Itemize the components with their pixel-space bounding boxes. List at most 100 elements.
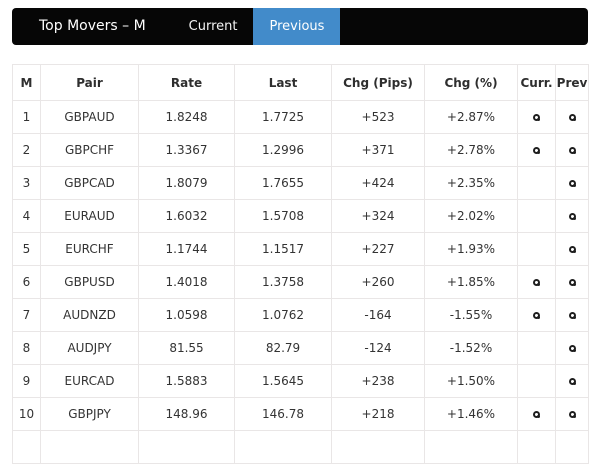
last-cell: 1.7725 <box>234 100 332 134</box>
table-row: 2 GBPCHF 1.3367 1.2996 +371 +2.78% <box>12 133 589 167</box>
table-row: 1 GBPAUD 1.8248 1.7725 +523 +2.87% <box>12 100 589 134</box>
last-cell: 1.5645 <box>234 364 332 398</box>
prev-cell <box>555 298 589 332</box>
table-row: 5 EURCHF 1.1744 1.1517 +227 +1.93% <box>12 232 589 266</box>
last-cell: 82.79 <box>234 331 332 365</box>
bullseye-icon[interactable] <box>568 411 576 418</box>
chg-pct-cell: -1.55% <box>424 298 518 332</box>
rate-cell: 1.6032 <box>138 199 235 233</box>
bullseye-icon[interactable] <box>533 114 540 121</box>
chg-pct-cell: +2.87% <box>424 100 518 134</box>
bullseye-icon[interactable] <box>568 180 576 187</box>
col-header-rate: Rate <box>138 64 235 101</box>
rank-cell: 8 <box>12 331 41 365</box>
bullseye-icon[interactable] <box>533 147 540 154</box>
curr-cell <box>517 100 556 134</box>
bullseye-icon[interactable] <box>568 345 576 352</box>
last-cell: 1.2996 <box>234 133 332 167</box>
table-row-partial <box>12 430 589 464</box>
bullseye-icon[interactable] <box>568 279 576 286</box>
curr-cell <box>517 232 556 266</box>
last-cell: 1.3758 <box>234 265 332 299</box>
chg-pct-cell: +1.85% <box>424 265 518 299</box>
chg-pct-cell: +1.46% <box>424 397 518 431</box>
bullseye-icon[interactable] <box>568 246 576 253</box>
tab-current[interactable]: Current <box>188 19 238 34</box>
top-movers-table: M Pair Rate Last Chg (Pips) Chg (%) Curr… <box>12 64 589 464</box>
chg-pips-cell: +238 <box>331 364 425 398</box>
bullseye-icon[interactable] <box>568 378 576 385</box>
col-header-m: M <box>12 64 41 101</box>
top-movers-navbar: Top Movers – M Current Previous <box>12 8 588 45</box>
rank-cell: 7 <box>12 298 41 332</box>
curr-cell <box>517 166 556 200</box>
tab-previous[interactable]: Previous <box>253 8 341 45</box>
pair-cell: GBPCHF <box>40 133 139 167</box>
chg-pips-cell: +227 <box>331 232 425 266</box>
col-header-chg-pips: Chg (Pips) <box>331 64 425 101</box>
pair-cell: GBPJPY <box>40 397 139 431</box>
prev-cell <box>555 133 589 167</box>
bullseye-icon[interactable] <box>568 312 576 319</box>
rank-cell: 10 <box>12 397 41 431</box>
col-header-chg-pct: Chg (%) <box>424 64 518 101</box>
rank-cell: 3 <box>12 166 41 200</box>
chg-pips-cell: +324 <box>331 199 425 233</box>
rank-cell: 5 <box>12 232 41 266</box>
chg-pips-cell: +218 <box>331 397 425 431</box>
chg-pct-cell: -1.52% <box>424 331 518 365</box>
bullseye-icon[interactable] <box>568 213 576 220</box>
chg-pips-cell: -124 <box>331 331 425 365</box>
rate-cell: 1.8079 <box>138 166 235 200</box>
curr-cell <box>517 265 556 299</box>
chg-pct-cell: +2.35% <box>424 166 518 200</box>
col-header-pair: Pair <box>40 64 139 101</box>
navbar-brand-title[interactable]: Top Movers – M <box>39 18 146 34</box>
chg-pips-cell: +371 <box>331 133 425 167</box>
rate-cell: 1.1744 <box>138 232 235 266</box>
table-row: 9 EURCAD 1.5883 1.5645 +238 +1.50% <box>12 364 589 398</box>
rate-cell: 1.0598 <box>138 298 235 332</box>
pair-cell: GBPAUD <box>40 100 139 134</box>
pair-cell: GBPCAD <box>40 166 139 200</box>
curr-cell <box>517 331 556 365</box>
last-cell: 146.78 <box>234 397 332 431</box>
rate-cell: 148.96 <box>138 397 235 431</box>
chg-pct-cell: +1.50% <box>424 364 518 398</box>
rate-cell: 1.5883 <box>138 364 235 398</box>
chg-pct-cell: +2.02% <box>424 199 518 233</box>
table-row: 6 GBPUSD 1.4018 1.3758 +260 +1.85% <box>12 265 589 299</box>
table-row: 8 AUDJPY 81.55 82.79 -124 -1.52% <box>12 331 589 365</box>
prev-cell <box>555 331 589 365</box>
pair-cell: AUDJPY <box>40 331 139 365</box>
bullseye-icon[interactable] <box>533 279 540 286</box>
last-cell: 1.0762 <box>234 298 332 332</box>
prev-cell <box>555 232 589 266</box>
chg-pips-cell: -164 <box>331 298 425 332</box>
prev-cell <box>555 199 589 233</box>
prev-cell <box>555 397 589 431</box>
chg-pct-cell: +1.93% <box>424 232 518 266</box>
chg-pips-cell: +523 <box>331 100 425 134</box>
prev-cell <box>555 166 589 200</box>
col-header-last: Last <box>234 64 332 101</box>
curr-cell <box>517 199 556 233</box>
rank-cell: 4 <box>12 199 41 233</box>
pair-cell: EURCHF <box>40 232 139 266</box>
curr-cell <box>517 364 556 398</box>
rate-cell: 1.8248 <box>138 100 235 134</box>
bullseye-icon[interactable] <box>533 411 540 418</box>
col-header-prev: Prev <box>555 64 589 101</box>
curr-cell <box>517 133 556 167</box>
bullseye-icon[interactable] <box>533 312 540 319</box>
bullseye-icon[interactable] <box>568 114 576 121</box>
rank-cell: 9 <box>12 364 41 398</box>
last-cell: 1.7655 <box>234 166 332 200</box>
pair-cell: GBPUSD <box>40 265 139 299</box>
bullseye-icon[interactable] <box>568 147 576 154</box>
col-header-curr: Curr. <box>517 64 556 101</box>
chg-pct-cell: +2.78% <box>424 133 518 167</box>
pair-cell: EURAUD <box>40 199 139 233</box>
last-cell: 1.1517 <box>234 232 332 266</box>
curr-cell <box>517 298 556 332</box>
